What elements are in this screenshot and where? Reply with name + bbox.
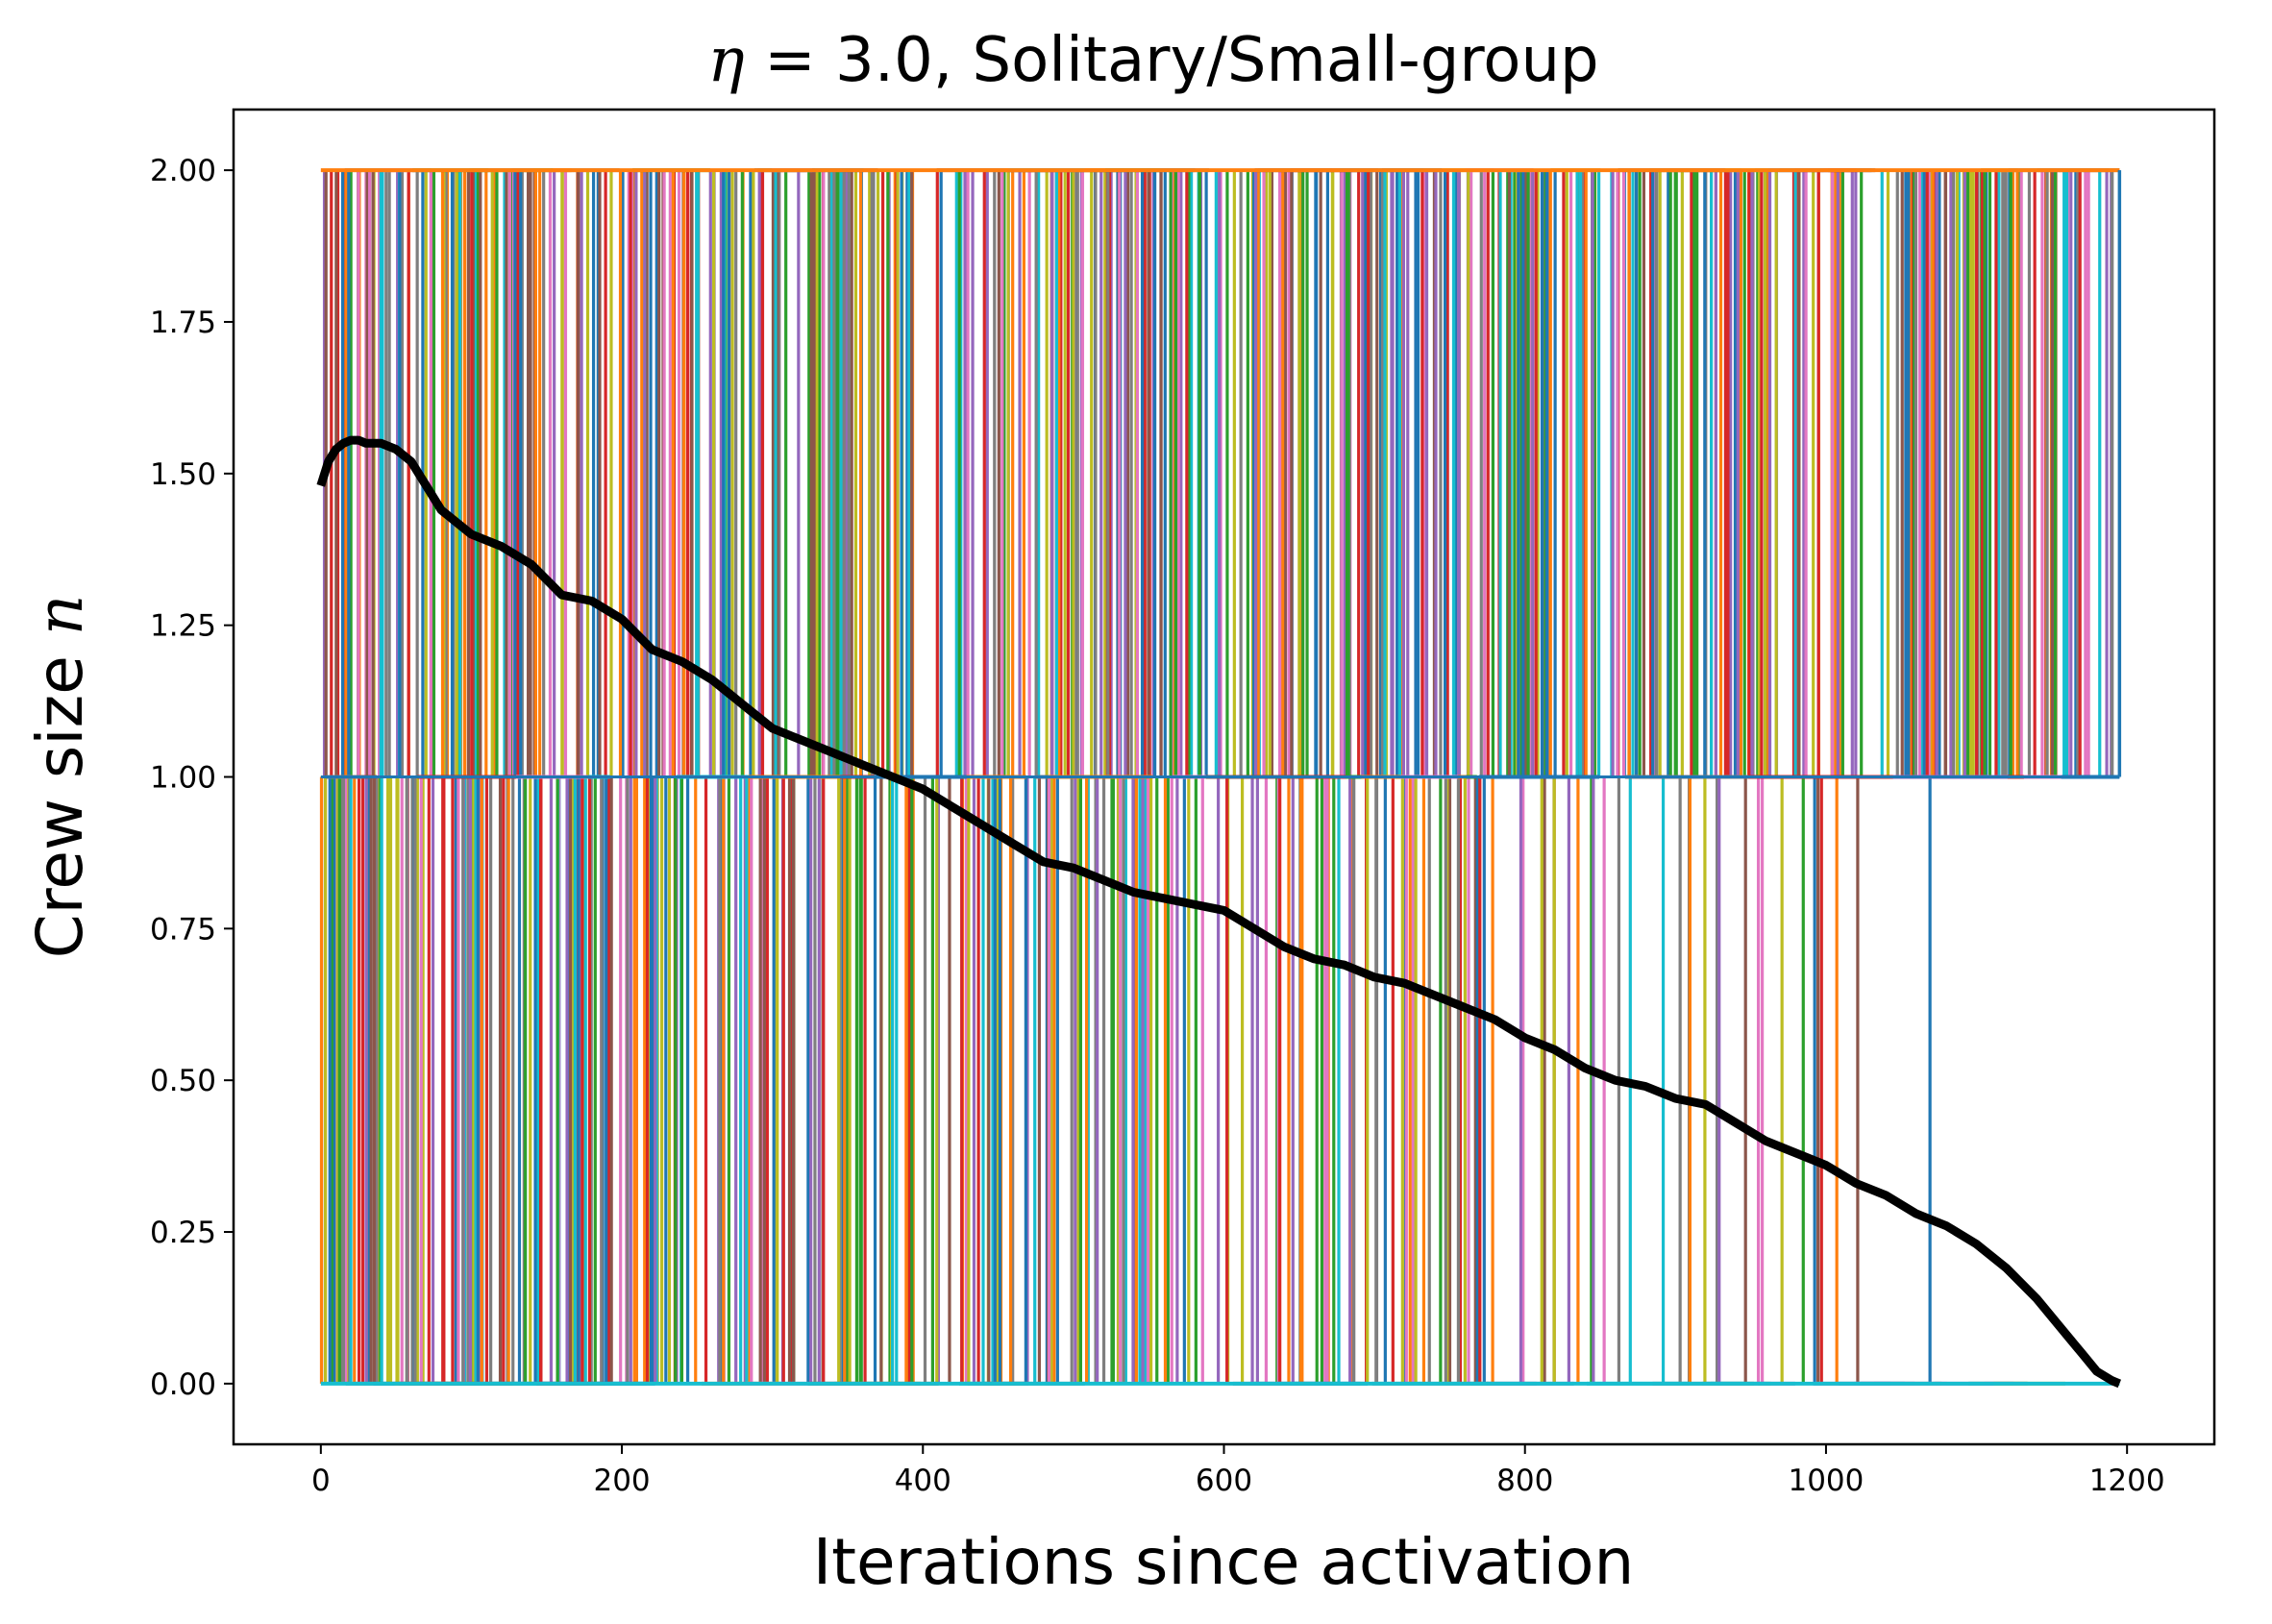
x-tick-label: 0: [311, 1464, 331, 1498]
y-tick-label: 0.75: [150, 912, 216, 947]
title-equals: =: [745, 25, 835, 96]
x-tick-label: 200: [593, 1464, 650, 1498]
mean-crew-size-line: [316, 435, 2122, 1389]
y-tick-label: 0.00: [150, 1367, 216, 1402]
title-value: 3.0: [835, 25, 933, 96]
y-axis-ticks: 0.00 0.25 0.50 0.75 1.00 1.25 1.50 1.75 2.00: [150, 154, 234, 1402]
x-axis-ticks: 0 200 400 600 800 1000 1200: [311, 1444, 2165, 1498]
y-tick-label: 1.00: [150, 761, 216, 796]
title-rest: , Solitary/Small-group: [933, 25, 1599, 96]
x-tick-label: 1200: [2089, 1464, 2165, 1498]
x-tick-label: 800: [1496, 1464, 1553, 1498]
x-tick-label: 1000: [1788, 1464, 1864, 1498]
individual-series-group: [319, 168, 2122, 1386]
x-tick-label: 400: [895, 1464, 951, 1498]
y-tick-label: 1.50: [150, 457, 216, 492]
y-tick-label: 1.25: [150, 609, 216, 644]
x-axis-label: Iterations since activation: [813, 1525, 1635, 1599]
chart-title: η = 3.0, Solitary/Small-group: [707, 25, 1598, 96]
y-tick-label: 1.75: [150, 306, 216, 340]
mean-series-group: [316, 435, 2122, 1389]
y-axis-label: Crew size n: [23, 595, 97, 959]
title-symbol: η: [707, 25, 744, 96]
y-tick-label: 2.00: [150, 154, 216, 188]
y-axis-label-text: Crew size: [23, 635, 97, 958]
y-axis-label-symbol: n: [23, 595, 97, 636]
y-tick-label: 0.25: [150, 1216, 216, 1250]
y-tick-label: 0.50: [150, 1064, 216, 1098]
x-tick-label: 600: [1196, 1464, 1252, 1498]
plot-area: [316, 168, 2122, 1389]
